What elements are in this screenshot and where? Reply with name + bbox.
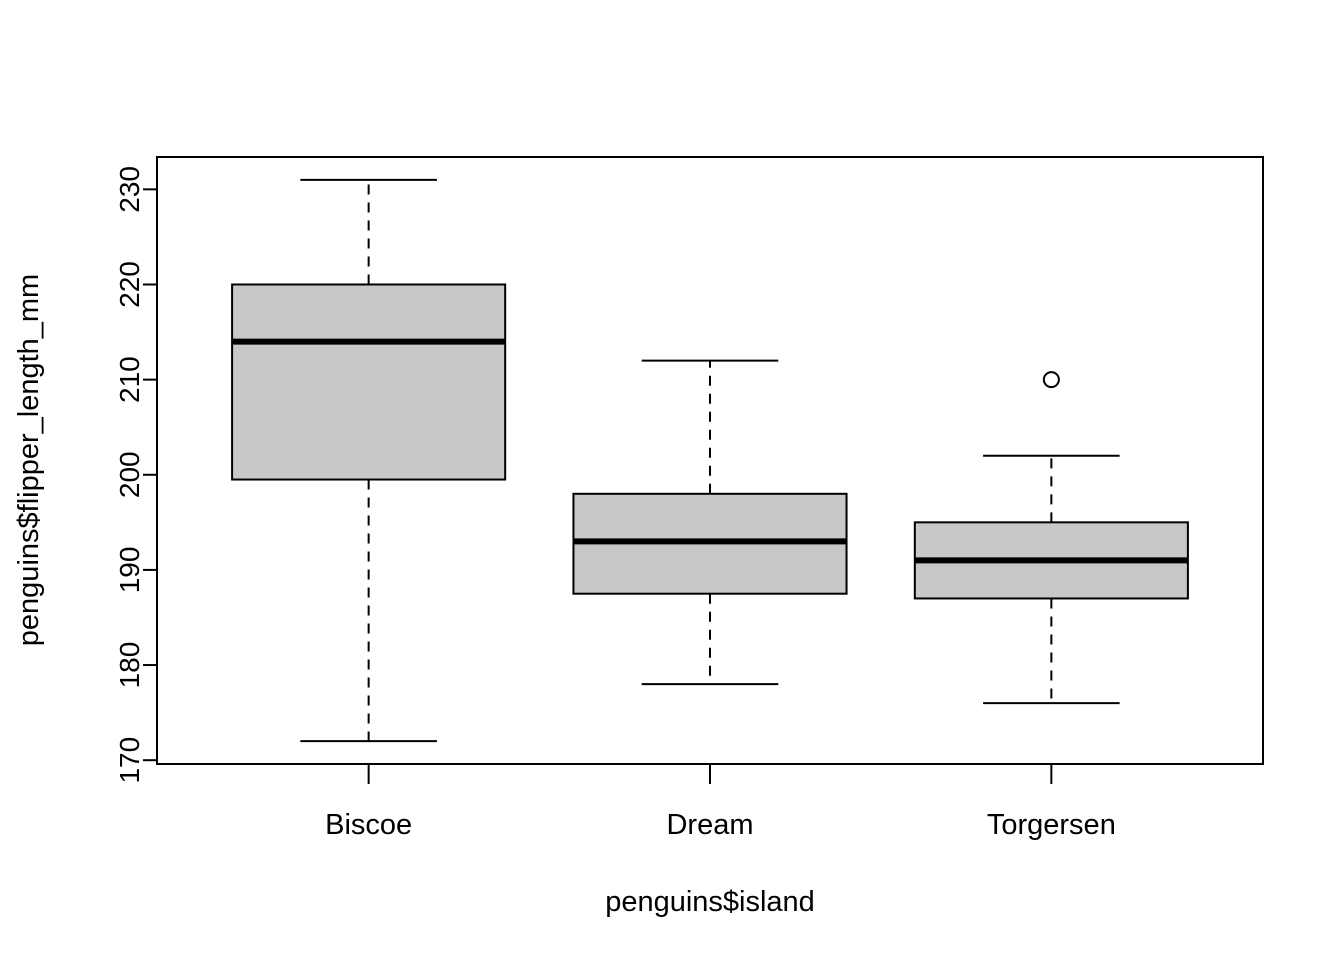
x-tick-label-biscoe: Biscoe bbox=[325, 809, 412, 841]
x-axis-title: penguins$island bbox=[605, 886, 815, 918]
box-biscoe bbox=[231, 178, 507, 743]
box-dream bbox=[572, 359, 848, 686]
x-tick-label-dream: Dream bbox=[666, 809, 753, 841]
y-tick-label-190: 190 bbox=[114, 547, 145, 594]
y-tick-label-200: 200 bbox=[114, 451, 145, 498]
x-tick-label-torgersen: Torgersen bbox=[987, 809, 1116, 841]
y-tick-label-210: 210 bbox=[114, 356, 145, 403]
y-tick-label-220: 220 bbox=[114, 261, 145, 308]
outlier-torgersen-0 bbox=[1042, 371, 1060, 389]
boxes-layer bbox=[231, 178, 1189, 743]
y-axis: 170 180 190 200 210 220 230 bbox=[114, 166, 158, 784]
y-tick-label-230: 230 bbox=[114, 166, 145, 213]
y-tick-label-180: 180 bbox=[114, 642, 145, 689]
box-torgersen bbox=[913, 371, 1189, 705]
y-axis-title: penguins$flipper_length_mm bbox=[13, 274, 45, 646]
iqr-box-biscoe bbox=[231, 283, 507, 481]
x-axis: Biscoe Dream Torgersen bbox=[325, 764, 1116, 841]
y-tick-label-170: 170 bbox=[114, 737, 145, 784]
